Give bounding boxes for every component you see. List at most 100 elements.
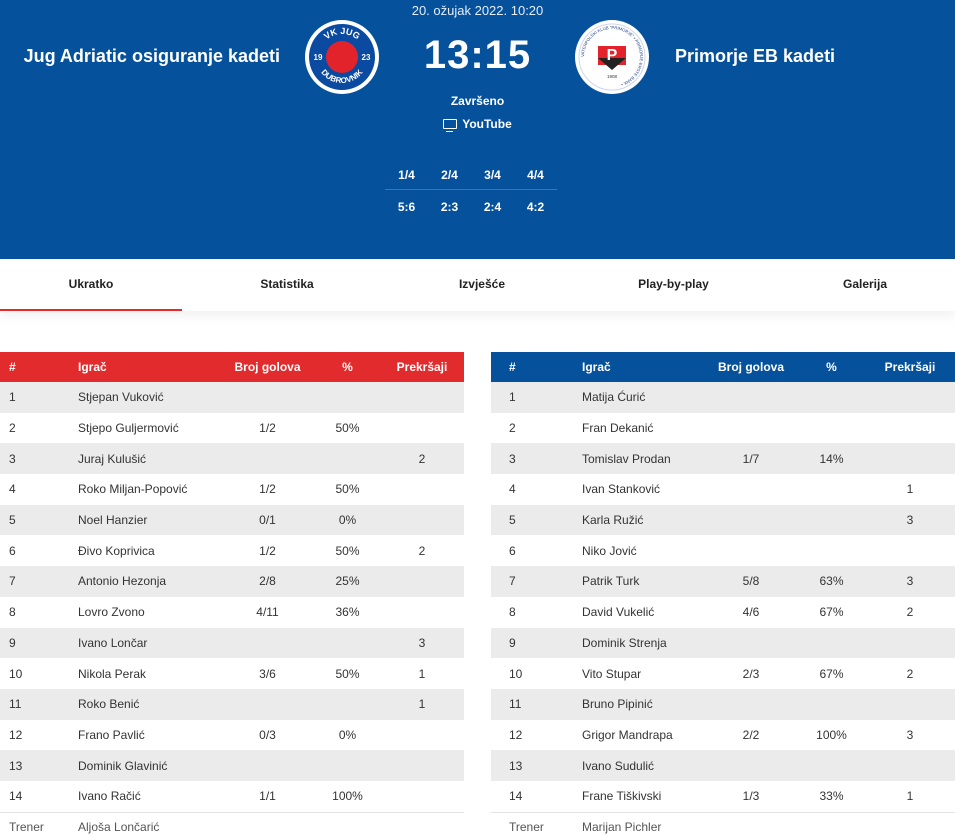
player-number: 14 [9,789,23,804]
col-number: # [509,360,516,374]
primorje-crest-icon: VATERPOLSKI KLUB "PRIMORJE" • PRIMORJE-E… [577,22,647,92]
player-percent: 33% [819,789,844,804]
player-number: 5 [9,513,16,528]
tab-ukratko[interactable]: Ukratko [0,259,182,311]
coach-row: Trener Aljoša Lončarić [0,811,464,836]
player-row: 12 Frano Pavlić 0/3 0% [0,720,464,751]
player-goals: 1/3 [742,789,760,804]
coach-label: Trener [9,820,44,835]
player-name[interactable]: Ivano Sudulić [582,758,655,773]
tv-link[interactable]: YouTube [0,117,955,132]
player-goals: 2/3 [742,666,760,681]
player-fouls: 1 [906,482,914,497]
col-percent: % [826,360,837,374]
player-number: 6 [509,543,516,558]
player-name[interactable]: Đivo Koprivica [78,543,155,558]
player-name[interactable]: Lovro Zvono [78,605,145,620]
quarter-label: 3/4 [484,168,501,182]
player-name[interactable]: Stjepo Guljermović [78,421,179,436]
home-rows: 1 Stjepan Vuković 2 Stjepo Guljermović 1/2 50… [0,382,464,812]
player-name[interactable]: Roko Miljan-Popović [78,482,188,497]
player-row: 5 Karla Ružić 3 [491,504,955,536]
player-goals: 2/8 [259,574,276,589]
tv-label: YouTube [462,117,512,131]
tab-izvjesce[interactable]: Izvješće [458,277,506,291]
player-name[interactable]: Noel Hanzier [78,513,148,528]
tab-play-by-play[interactable]: Play-by-play [638,277,709,291]
player-row: 12 Grigor Mandrapa 2/2 100% 3 [491,720,955,751]
match-tabs: Ukratko Statistika Izvješće Play-by-play… [0,259,955,311]
player-row: 14 Ivano Račić 1/1 100% [0,781,464,812]
player-row: 2 Stjepo Guljermović 1/2 50% [0,413,464,444]
player-percent: 50% [335,666,360,681]
player-name[interactable]: Frano Pavlić [78,727,145,742]
player-row: 9 Ivano Lončar 3 [0,627,464,659]
player-name[interactable]: Frane Tiškivski [582,789,662,804]
coach-name[interactable]: Marijan Pichler [582,820,662,835]
player-goals: 1/7 [742,451,760,466]
player-fouls: 3 [418,635,426,650]
quarter-label: 1/4 [398,168,415,182]
player-name[interactable]: Karla Ružić [582,513,644,528]
player-percent: 67% [819,666,844,681]
player-number: 14 [509,789,523,804]
player-name[interactable]: Tomislav Prodan [582,451,671,466]
tab-statistika[interactable]: Statistika [260,277,314,291]
player-name[interactable]: David Vukelić [582,605,655,620]
player-number: 5 [509,513,516,528]
player-row: 8 Lovro Zvono 4/11 36% [0,597,464,628]
player-name[interactable]: Nikola Perak [78,666,147,681]
player-percent: 36% [335,605,360,620]
player-name[interactable]: Dominik Strenja [582,635,667,650]
player-name[interactable]: Ivano Lončar [78,635,148,650]
player-name[interactable]: Vito Stupar [582,666,642,681]
home-team-logo[interactable]: VK JUG DUBROVNIK 19 23 [305,20,379,94]
home-team-name[interactable]: Jug Adriatic osiguranje kadeti [23,46,280,66]
player-fouls: 1 [418,666,426,681]
player-number: 13 [509,758,523,773]
player-name[interactable]: Grigor Mandrapa [582,727,673,742]
player-name[interactable]: Patrik Turk [582,574,640,589]
player-goals: 1/2 [259,482,276,497]
player-goals: 1/2 [259,421,276,436]
player-name[interactable]: Matija Ćurić [582,390,646,405]
player-row: 2 Fran Dekanić [491,413,955,444]
player-number: 1 [509,390,516,405]
player-fouls: 3 [906,513,914,528]
match-status: Završeno [450,94,505,108]
away-team-logo[interactable]: VATERPOLSKI KLUB "PRIMORJE" • PRIMORJE-E… [575,20,649,94]
player-name[interactable]: Stjepan Vuković [78,390,164,405]
tab-galerija[interactable]: Galerija [842,277,888,291]
player-number: 4 [509,482,516,497]
player-number: 8 [9,605,16,620]
player-fouls: 1 [906,789,914,804]
away-team-name[interactable]: Primorje EB kadeti [675,46,836,66]
player-name[interactable]: Fran Dekanić [582,421,654,436]
match-score: 13:15 [423,33,532,77]
player-row: 3 Juraj Kulušić 2 [0,443,464,475]
player-name[interactable]: Ivano Račić [78,789,141,804]
player-name[interactable]: Niko Jović [582,543,637,558]
home-logo-top-text: VK JUG [322,26,362,41]
player-name[interactable]: Dominik Glavinić [78,758,168,773]
home-players-table: # Igrač Broj golova % Prekršaji 1 Stjepan… [0,352,464,836]
home-logo-right-text: 23 [362,53,371,62]
player-name[interactable]: Roko Benić [78,697,140,712]
coach-name[interactable]: Aljoša Lončarić [78,820,160,835]
player-name[interactable]: Juraj Kulušić [78,451,147,466]
quarter-score: 2:3 [440,200,459,214]
away-logo-letter: P [607,47,618,64]
quarter-scores: 1/4 2/4 3/4 4/4 5:6 2:3 2:4 4:2 [385,160,557,224]
player-percent: 50% [335,543,360,558]
tv-icon [443,119,458,132]
player-number: 9 [509,635,516,650]
player-name[interactable]: Ivan Stanković [582,482,661,497]
col-number: # [9,360,16,374]
player-goals: 4/6 [742,605,760,620]
player-name[interactable]: Antonio Hezonja [78,574,167,589]
away-rows: 1 Matija Ćurić 2 Fran Dekanić 3 Tomislav Prod… [491,382,955,812]
player-percent: 50% [335,482,360,497]
player-number: 10 [9,666,23,681]
player-name[interactable]: Bruno Pipinić [582,697,653,712]
player-goals: 0/1 [259,513,276,528]
